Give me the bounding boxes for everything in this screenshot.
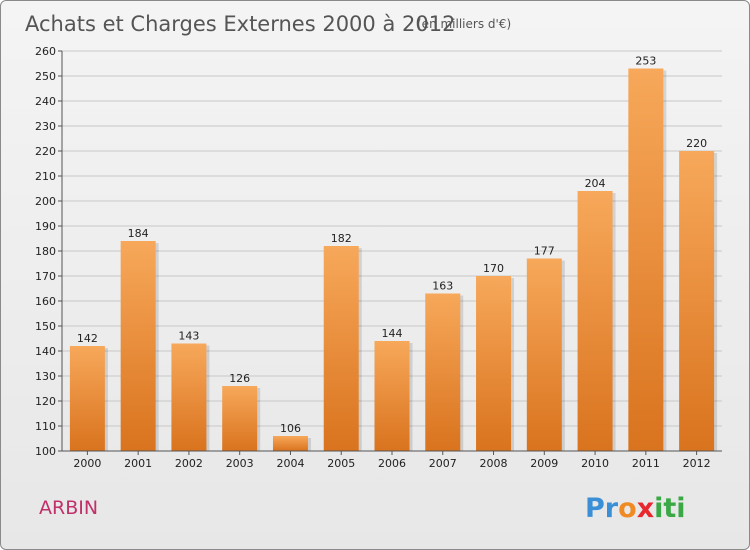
y-tick-label: 120 [35,395,56,408]
y-tick-label: 200 [35,195,56,208]
value-label: 106 [280,422,301,435]
x-tick-label: 2002 [175,457,203,470]
bar-2002 [171,343,207,451]
bars-layer: 142 184 143 126 106 182 144 163 170 177 204 253 220 [69,55,718,451]
chart-title: Achats et Charges Externes 2000 à 2012 [25,12,455,36]
y-tick-label: 220 [35,145,56,158]
value-label: 163 [432,280,453,293]
y-tick-label: 250 [35,70,56,83]
value-label: 143 [178,330,199,343]
x-tick-label: 2011 [632,457,660,470]
x-tick-label: 2004 [276,457,304,470]
value-label: 184 [128,227,149,240]
value-label: 182 [331,232,352,245]
y-tick-label: 130 [35,370,56,383]
grid-layer [62,50,722,452]
y-tick-label: 170 [35,270,56,283]
value-label: 170 [483,262,504,275]
y-tick-label: 190 [35,220,56,233]
bar-2005 [323,246,359,451]
y-tick-label: 150 [35,320,56,333]
y-tick-label: 160 [35,295,56,308]
bar-2004 [272,436,308,451]
x-tick-label: 2007 [429,457,457,470]
logo-letter: x [637,493,654,524]
bar-2006 [374,341,410,451]
logo-letter: r [605,493,619,524]
x-tick-label: 2010 [581,457,609,470]
y-tick-label: 240 [35,95,56,108]
value-label: 177 [534,245,555,258]
value-label: 220 [686,137,707,150]
bar-2008 [476,276,512,451]
commune-name: ARBIN [39,497,98,519]
value-label: 142 [77,332,98,345]
bar-2001 [120,241,156,451]
x-axis: 2000 2001 2002 2003 2004 2005 2006 2007 2008 2009… [62,450,722,470]
bar-2011 [628,68,664,451]
y-tick-label: 210 [35,170,56,183]
x-tick-label: 2012 [683,457,711,470]
y-tick-label: 180 [35,245,56,258]
proxiti-logo: Proxiti [585,493,686,524]
y-tick-label: 110 [35,420,56,433]
logo-letter: P [585,493,605,524]
x-tick-label: 2009 [530,457,558,470]
bar-2010 [577,191,613,451]
value-label: 144 [382,327,403,340]
bar-2009 [526,258,562,451]
bar-2012 [679,151,715,451]
value-label: 253 [635,55,656,68]
chart-subtitle: (en milliers d'€) [417,17,511,31]
value-label: 126 [229,372,250,385]
x-tick-label: 2003 [226,457,254,470]
x-tick-label: 2008 [480,457,508,470]
x-tick-label: 2005 [327,457,355,470]
y-axis: 100 110 120 130 140 150 160 170 180 190 200 210 220 2… [35,45,63,458]
y-tick-label: 230 [35,120,56,133]
x-tick-label: 2001 [124,457,152,470]
y-tick-label: 100 [35,445,56,458]
y-tick-label: 260 [35,45,56,58]
bar-2003 [222,386,258,451]
logo-letter: t [663,493,676,524]
bar-2000 [69,346,105,451]
logo-letter: i [654,493,663,524]
x-tick-label: 2000 [73,457,101,470]
bar-2007 [425,293,461,451]
y-tick-label: 140 [35,345,56,358]
x-tick-label: 2006 [378,457,406,470]
logo-letter: i [676,493,685,524]
value-label: 204 [585,177,606,190]
logo-letter: o [618,493,637,524]
